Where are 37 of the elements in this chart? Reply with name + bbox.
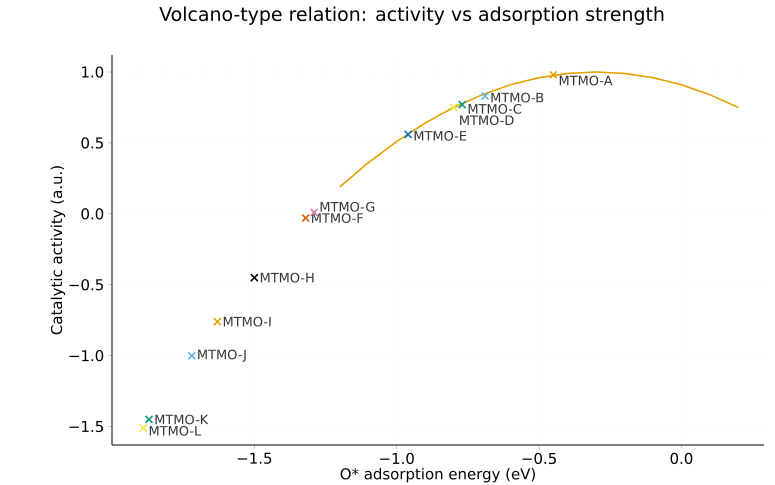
series-label: MTMO-J	[198, 350, 246, 362]
x-tick-label: −1.5	[238, 452, 272, 464]
point	[449, 103, 458, 112]
y-tick-label: 1.0	[82, 66, 104, 78]
y-tick-label: 0.5	[81, 137, 103, 149]
series-label: MTMO-A	[560, 76, 612, 86]
point	[138, 424, 148, 432]
series-label: MTMO-G	[320, 202, 374, 212]
series-label: MTMO-H	[260, 272, 314, 283]
y-tick-label: 0.0	[81, 208, 104, 220]
series-label: MTMO-I	[224, 316, 271, 327]
series-label: MTMO-L	[150, 426, 202, 436]
point	[144, 415, 154, 424]
point	[213, 317, 222, 326]
series-label: MTMO-D	[460, 115, 514, 126]
series-label: MTMO-B	[491, 92, 544, 102]
line-series	[338, 71, 740, 188]
point	[301, 214, 310, 222]
y-tick-label: −1.5	[70, 421, 103, 432]
x-tick-label: −0.5	[522, 452, 556, 464]
chart-title: Volcano-type relation: activity vs adsorption strength	[159, 6, 664, 25]
series-label: MTMO-F	[312, 213, 363, 223]
point	[404, 130, 412, 139]
point	[480, 92, 490, 100]
x-axis-title: O* adsorption energy (eV)	[340, 468, 535, 482]
y-axis-title: Catalytic activity (a.u.)	[50, 166, 66, 334]
x-tick-label: −1.0	[380, 452, 414, 464]
point	[458, 100, 467, 109]
series-label: MTMO-C	[468, 104, 522, 114]
series-label: MTMO-K	[155, 414, 208, 424]
point	[548, 70, 558, 80]
series-label: MTMO-E	[414, 130, 466, 141]
point	[250, 273, 259, 282]
y-tick-label: −1.0	[70, 350, 104, 362]
x-tick-label: 0.0	[670, 452, 692, 464]
y-tick-label: −0.5	[70, 279, 103, 290]
point	[187, 351, 196, 360]
